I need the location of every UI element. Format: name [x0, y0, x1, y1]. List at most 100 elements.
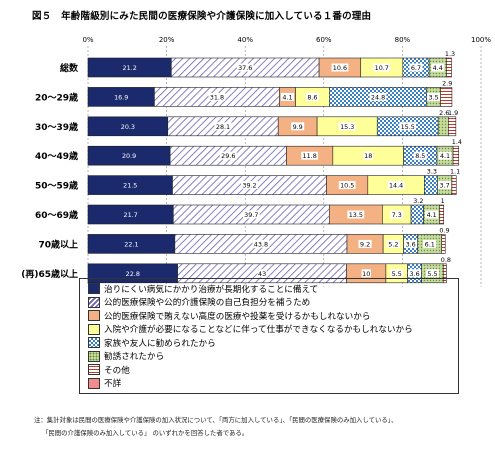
- data-label: 15.3: [340, 123, 354, 131]
- data-label-backdrop: [413, 151, 427, 160]
- legend-label: 治りにくい病気にかかり治療が長期化することに備えて: [104, 284, 319, 295]
- data-label: 3.7: [440, 182, 450, 190]
- data-label: 10: [362, 270, 370, 278]
- data-label: 4.1: [440, 152, 450, 160]
- data-label: 43.8: [254, 240, 268, 248]
- data-label-backdrop: [291, 122, 305, 131]
- bar-segment: [439, 204, 444, 225]
- x-tick-label: 40%: [237, 36, 253, 44]
- data-label: 1.9: [448, 109, 458, 117]
- data-label: 10.5: [340, 182, 354, 190]
- data-label-backdrop: [438, 151, 452, 160]
- data-label: 22.8: [126, 270, 140, 278]
- legend-label: 家族や友人に勧められたから: [104, 338, 216, 349]
- legend-label: その他: [104, 365, 130, 376]
- data-label-backdrop: [280, 92, 294, 101]
- data-label-backdrop: [423, 239, 437, 248]
- data-label: 10.7: [375, 64, 389, 72]
- data-label: 16.9: [114, 93, 128, 101]
- data-label: 9.9: [293, 123, 303, 131]
- legend-label: 公的医療保険や公的介護保険の自己負担分を補うため: [104, 298, 311, 309]
- data-label: 21.2: [123, 64, 137, 72]
- legend-label: 入院や介護が必要になることなどに伴って仕事ができなくなるかもしれないから: [104, 325, 413, 336]
- data-label-backdrop: [236, 63, 254, 72]
- data-label: 7.3: [392, 211, 402, 219]
- bar-segment: [452, 145, 459, 166]
- data-label-backdrop: [409, 63, 423, 72]
- legend-swatch: [88, 377, 100, 389]
- data-label: 3.2: [413, 197, 423, 205]
- legend-item: 公的医療保険や公的介護保険の自己負担分を補うため: [88, 296, 450, 310]
- legend-swatch: [88, 337, 100, 349]
- data-label: 8.6: [307, 93, 317, 101]
- data-label: 5.5: [392, 270, 402, 278]
- data-label: 13.5: [349, 211, 363, 219]
- data-label: 5.5: [427, 270, 437, 278]
- category-label: 20～29歳: [35, 91, 78, 103]
- data-label-backdrop: [301, 151, 319, 160]
- data-label: 20.9: [122, 152, 136, 160]
- data-label: 4.1: [282, 93, 292, 101]
- data-label-backdrop: [425, 269, 440, 278]
- chart-legend: 治りにくい病気にかかり治療が長期化することに備えて 公的医療保険や公的介護保険の自…: [79, 278, 459, 394]
- data-label: 14.4: [389, 182, 403, 190]
- x-tick-label: 20%: [159, 36, 175, 44]
- data-label-backdrop: [347, 210, 365, 219]
- data-label-backdrop: [427, 92, 441, 101]
- data-label-backdrop: [361, 269, 371, 278]
- legend-item: 入院や介護が必要になることなどに伴って仕事ができなくなるかもしれないから: [88, 323, 450, 337]
- data-label-backdrop: [242, 210, 260, 219]
- x-tick-label: 100%: [471, 36, 491, 44]
- data-label: 21.5: [123, 182, 137, 190]
- data-label: 5.2: [388, 240, 398, 248]
- data-label: 1.1: [450, 168, 460, 176]
- legend-swatch: [88, 323, 100, 335]
- data-label: 1.3: [445, 50, 455, 58]
- bar-segment: [437, 116, 449, 137]
- legend-label: 公的医療保険で賄えない高度の医療や投薬を受けるかもしれないから: [104, 311, 371, 322]
- bar-segment: [424, 175, 438, 195]
- category-label: 総数: [60, 62, 79, 74]
- data-label: 3.6: [406, 240, 416, 248]
- legend-swatch: [88, 310, 100, 322]
- data-label: 21.7: [124, 211, 138, 219]
- category-label: 50～59歳: [35, 180, 78, 192]
- legend-label: 勧誘されたから: [104, 352, 165, 363]
- data-label: 2.6: [439, 109, 449, 117]
- data-label-backdrop: [331, 63, 349, 72]
- data-label: 22.1: [124, 240, 138, 248]
- data-label-backdrop: [363, 151, 373, 160]
- category-label: 70歳以上: [38, 238, 78, 250]
- category-label: 40～49歳: [35, 150, 78, 162]
- data-label: 29.6: [221, 152, 235, 160]
- legend-label: 不詳: [104, 379, 122, 390]
- x-tick-label: 0%: [82, 36, 93, 44]
- x-tick-label: 80%: [395, 36, 411, 44]
- legend-item: 公的医療保険で賄えない高度の医療や投薬を受けるかもしれないから: [88, 309, 450, 323]
- data-label: 28.1: [216, 123, 230, 131]
- footnote-line-1: 注：集計対象は民間の医療保険や介護保険の加入状況について、「両方に加入している」…: [34, 416, 398, 424]
- data-label: 43: [258, 270, 266, 278]
- data-label: 0.9: [439, 226, 449, 234]
- data-label-backdrop: [399, 122, 417, 131]
- data-label: 20.3: [121, 123, 135, 131]
- category-label: 60～69歳: [35, 209, 78, 221]
- data-label: 4.4: [433, 64, 443, 72]
- data-label: 0.8: [441, 256, 451, 264]
- data-label: 1.4: [452, 138, 462, 146]
- footnote: 注：集計対象は民間の医療保険や介護保険の加入状況について、「両方に加入している」…: [34, 414, 484, 440]
- data-label-backdrop: [257, 269, 267, 278]
- data-label-backdrop: [338, 122, 356, 131]
- data-label: 8.5: [415, 152, 425, 160]
- data-label-backdrop: [305, 92, 319, 101]
- legend-item: 勧誘されたから: [88, 350, 450, 364]
- data-label-backdrop: [408, 269, 422, 278]
- data-label: 18: [364, 152, 372, 160]
- data-label: 3.6: [409, 270, 419, 278]
- legend-item: 治りにくい病気にかかり治療が長期化することに備えて: [88, 282, 450, 296]
- data-label: 1: [441, 197, 445, 205]
- data-label: 4.1: [427, 211, 437, 219]
- data-label: 3.3: [427, 168, 437, 176]
- data-label-backdrop: [219, 151, 237, 160]
